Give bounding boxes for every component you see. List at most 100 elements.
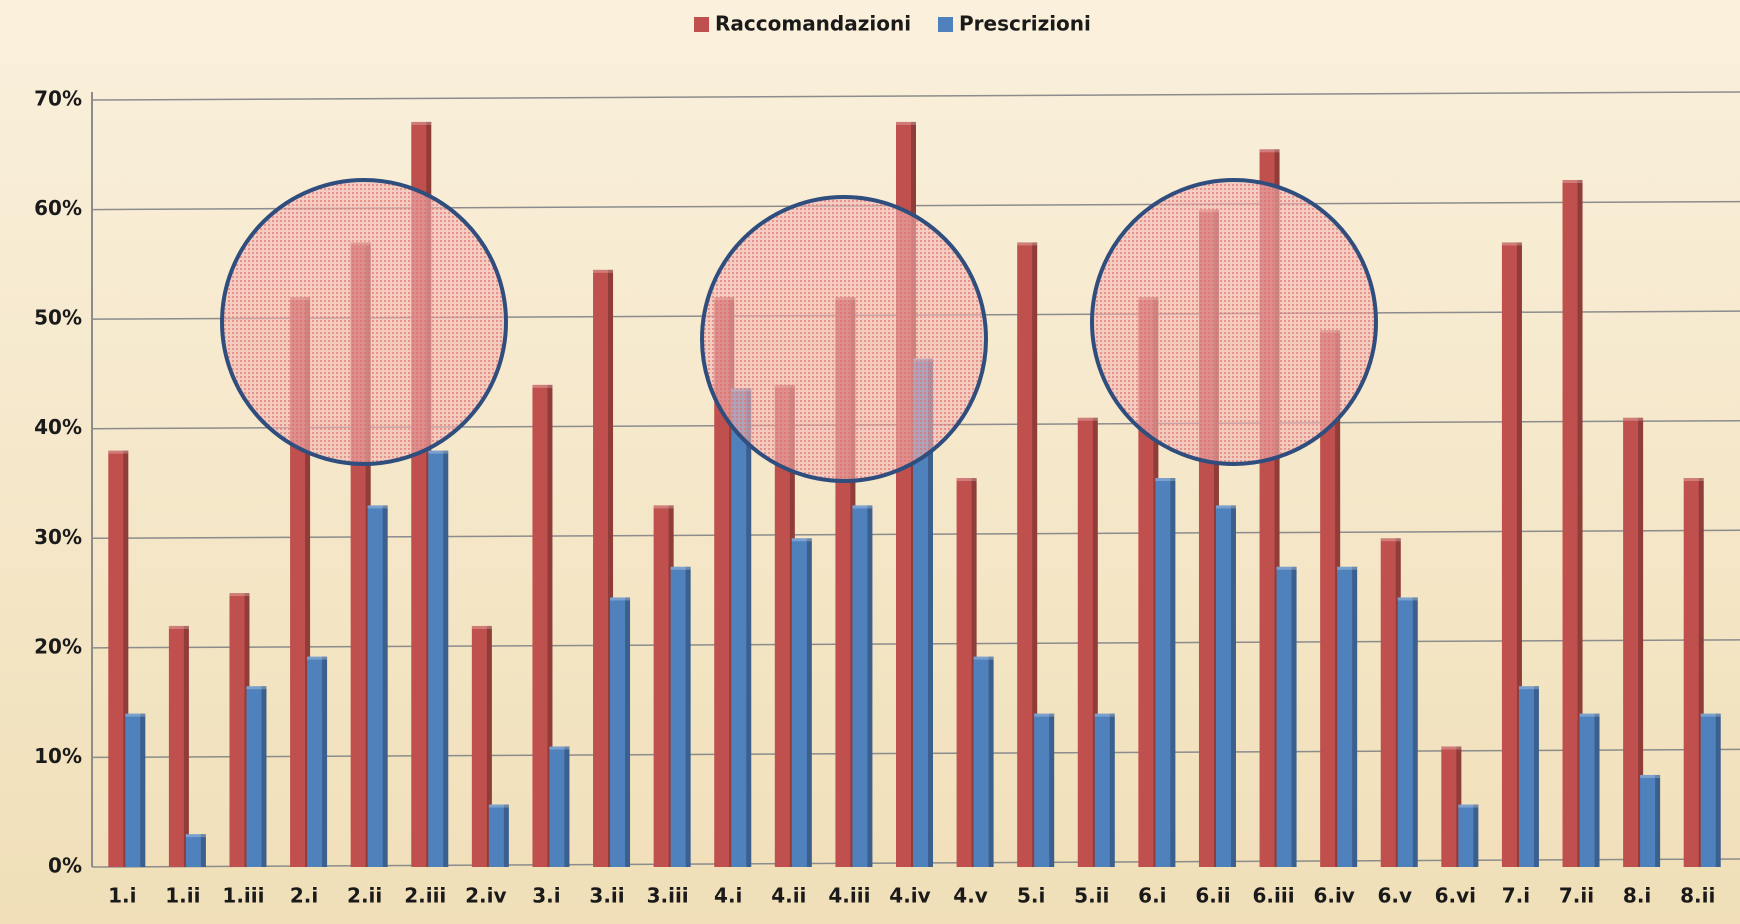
bar xyxy=(1276,566,1297,867)
bar-side xyxy=(1533,686,1539,867)
bar xyxy=(774,384,795,867)
x-tick-label: 2.iii xyxy=(404,884,446,908)
bar-top xyxy=(653,505,674,509)
bar-side xyxy=(867,505,873,867)
bar-side xyxy=(140,713,146,867)
bar xyxy=(125,713,146,867)
bar xyxy=(549,746,570,867)
bar-group xyxy=(973,656,994,867)
x-tick-label: 2.i xyxy=(290,884,318,908)
x-tick-label: 5.i xyxy=(1017,884,1045,908)
bar-group xyxy=(1683,478,1704,867)
bar-top xyxy=(956,478,977,482)
bar-group xyxy=(670,566,691,867)
bar-top xyxy=(488,804,509,808)
bar-group xyxy=(532,384,553,867)
bar-top xyxy=(1397,597,1418,601)
bar xyxy=(488,804,509,867)
bar xyxy=(1623,417,1644,867)
y-tick-label: 50% xyxy=(34,306,82,330)
bar-top xyxy=(1380,538,1401,542)
annotations xyxy=(220,178,1378,483)
x-tick-label: 1.i xyxy=(108,884,136,908)
bar-side xyxy=(322,656,328,867)
bar-top xyxy=(549,746,570,750)
x-tick-label: 6.vi xyxy=(1435,884,1476,908)
x-tick-label: 1.ii xyxy=(165,884,200,908)
grid-line xyxy=(91,91,1740,101)
x-tick-label: 4.ii xyxy=(771,884,806,908)
bar xyxy=(532,384,553,867)
bar xyxy=(1562,179,1583,868)
x-tick-label: 4.v xyxy=(953,884,988,908)
y-tick-label: 0% xyxy=(48,854,82,878)
bar-side xyxy=(443,450,449,867)
bar-top xyxy=(1337,566,1358,570)
bar xyxy=(1501,242,1522,867)
bar-top xyxy=(1518,686,1539,690)
x-tick-label: 5.ii xyxy=(1074,884,1109,908)
bar-side xyxy=(1655,774,1661,867)
bar-top xyxy=(168,625,189,629)
bar-top xyxy=(670,566,691,570)
bar-side xyxy=(261,686,267,867)
bar-side xyxy=(547,384,553,867)
bar-side xyxy=(625,597,631,867)
bar-side xyxy=(183,625,189,867)
bar-top xyxy=(1562,179,1583,183)
bar-top xyxy=(1458,804,1479,808)
bar-group xyxy=(1458,804,1479,867)
bar-side xyxy=(503,804,509,867)
bar-side xyxy=(1230,505,1236,867)
legend-swatch xyxy=(938,17,953,32)
bar-side xyxy=(1473,804,1479,867)
bar xyxy=(731,388,752,867)
bar-group xyxy=(1017,242,1038,867)
bar xyxy=(852,505,873,867)
bar-group xyxy=(1640,774,1661,867)
bar-group xyxy=(168,625,189,867)
bar xyxy=(1640,774,1661,867)
bar-top xyxy=(367,505,388,509)
bar-group xyxy=(1215,505,1236,867)
bar xyxy=(1215,505,1236,867)
bar-top xyxy=(428,450,449,454)
bar-top xyxy=(1501,242,1522,246)
bar xyxy=(1683,478,1704,867)
x-tick-label: 6.ii xyxy=(1195,884,1230,908)
x-tick-label: 8.i xyxy=(1623,884,1651,908)
bar-top xyxy=(471,625,492,629)
bar xyxy=(1397,597,1418,867)
bar-top xyxy=(973,656,994,660)
bar-side xyxy=(305,297,311,867)
bar xyxy=(973,656,994,867)
bar-side xyxy=(1291,566,1297,867)
bar xyxy=(610,597,631,867)
bar-side xyxy=(608,269,614,868)
bar-side xyxy=(1032,242,1038,867)
bar xyxy=(670,566,691,867)
bar-side xyxy=(746,388,752,867)
y-tick-label: 20% xyxy=(34,634,82,658)
bar-side xyxy=(1274,149,1280,868)
bar-group xyxy=(471,625,492,867)
x-tick-label: 4.iii xyxy=(828,884,870,908)
x-tick-label: 2.ii xyxy=(347,884,382,908)
bar-top xyxy=(593,269,614,273)
legend-label: Raccomandazioni xyxy=(715,12,911,36)
bar-top xyxy=(185,834,206,838)
x-tick-label: 6.iv xyxy=(1313,884,1354,908)
legend-swatch xyxy=(694,17,709,32)
bar-group xyxy=(1276,566,1297,867)
bar-group xyxy=(367,505,388,867)
bar-group xyxy=(246,686,267,867)
bar-side xyxy=(1715,713,1721,867)
bar-top xyxy=(1683,478,1704,482)
bar-top xyxy=(307,656,328,660)
bar-top xyxy=(1034,713,1055,717)
bar xyxy=(1320,330,1341,868)
bar-side xyxy=(1109,713,1115,867)
legend-label: Prescrizioni xyxy=(959,12,1091,36)
bar xyxy=(428,450,449,867)
bar xyxy=(593,269,614,868)
